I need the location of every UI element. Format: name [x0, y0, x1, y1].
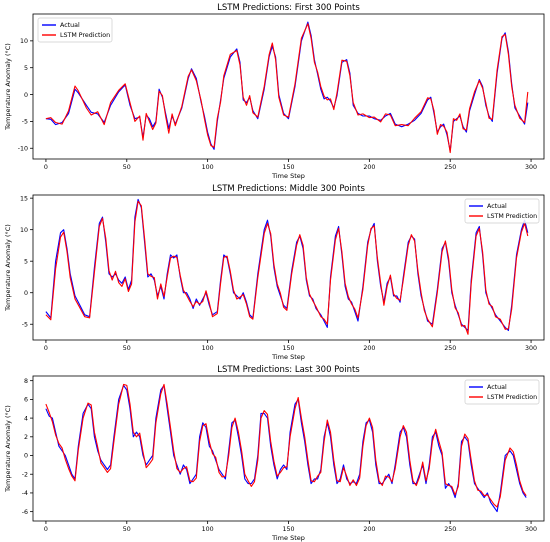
y-tick-label: 8: [24, 378, 28, 385]
x-tick-label: 200: [363, 345, 375, 352]
y-tick-label: 10: [20, 38, 28, 45]
y-tick-label: -10: [18, 145, 28, 152]
y-tick-label: 5: [24, 65, 28, 72]
legend-entry: Actual: [60, 22, 80, 29]
x-tick-label: 300: [525, 345, 537, 352]
x-tick-label: 50: [123, 164, 131, 171]
legend-entry: LSTM Prediction: [487, 394, 537, 401]
x-axis-label: Time Step: [271, 534, 305, 542]
y-tick-label: 2: [24, 434, 28, 441]
y-tick-label: 0: [24, 453, 28, 460]
x-tick-label: 100: [202, 526, 214, 533]
y-tick-label: -6: [22, 509, 28, 516]
y-tick-label: 0: [24, 290, 28, 297]
chart-panel-3: LSTM Predictions: Last 300 Points 0 50 100 1…: [4, 365, 545, 542]
legend-entry: LSTM Prediction: [487, 213, 537, 220]
chart-title: LSTM Predictions: Last 300 Points: [217, 365, 360, 375]
series-line-lstm-prediction: [45, 200, 529, 335]
x-tick-label: 0: [44, 164, 48, 171]
x-tick-label: 300: [525, 164, 537, 171]
legend-box: [464, 198, 540, 224]
y-axis-label: Temperature Anomaly (°C): [4, 224, 12, 312]
y-axis-label: Temperature Anomaly (°C): [4, 405, 12, 493]
y-tick-label: -4: [22, 490, 28, 497]
series-line-actual: [45, 21, 529, 152]
series-line-lstm-prediction: [45, 23, 529, 154]
y-tick-label: 5: [24, 258, 28, 265]
legend-box: [37, 17, 113, 43]
x-tick-label: 0: [44, 345, 48, 352]
y-tick-label: 15: [20, 195, 28, 202]
legend: Actual LSTM Prediction: [464, 198, 540, 224]
legend-entry: LSTM Prediction: [60, 32, 110, 39]
x-tick-label: 200: [363, 164, 375, 171]
x-tick-label: 150: [282, 345, 294, 352]
legend: Actual LSTM Prediction: [37, 17, 113, 43]
legend: Actual LSTM Prediction: [464, 379, 540, 405]
y-tick-label: 10: [20, 227, 28, 234]
y-tick-label: -5: [22, 119, 28, 126]
x-tick-label: 150: [282, 164, 294, 171]
x-axis-label: Time Step: [271, 353, 305, 361]
x-tick-label: 100: [202, 345, 214, 352]
legend-box: [464, 379, 540, 405]
x-tick-label: 250: [444, 345, 456, 352]
y-tick-label: 6: [24, 397, 28, 404]
x-axis-label: Time Step: [271, 172, 305, 180]
x-tick-label: 250: [444, 164, 456, 171]
y-tick-label: -2: [22, 471, 28, 478]
x-tick-label: 250: [444, 526, 456, 533]
chart-title: LSTM Predictions: Middle 300 Points: [212, 184, 365, 194]
series-line-lstm-prediction: [45, 383, 527, 508]
x-tick-label: 200: [363, 526, 375, 533]
x-tick-label: 0: [44, 526, 48, 533]
x-tick-label: 50: [123, 345, 131, 352]
x-tick-label: 100: [202, 164, 214, 171]
legend-entry: Actual: [487, 384, 507, 391]
legend-entry: Actual: [487, 203, 507, 210]
y-tick-label: -5: [22, 321, 28, 328]
x-tick-label: 300: [525, 526, 537, 533]
y-tick-label: 4: [24, 415, 28, 422]
chart-title: LSTM Predictions: First 300 Points: [217, 3, 360, 13]
y-axis-label: Temperature Anomaly (°C): [4, 43, 12, 131]
y-tick-label: 0: [24, 92, 28, 99]
x-tick-label: 50: [123, 526, 131, 533]
x-tick-label: 150: [282, 526, 294, 533]
